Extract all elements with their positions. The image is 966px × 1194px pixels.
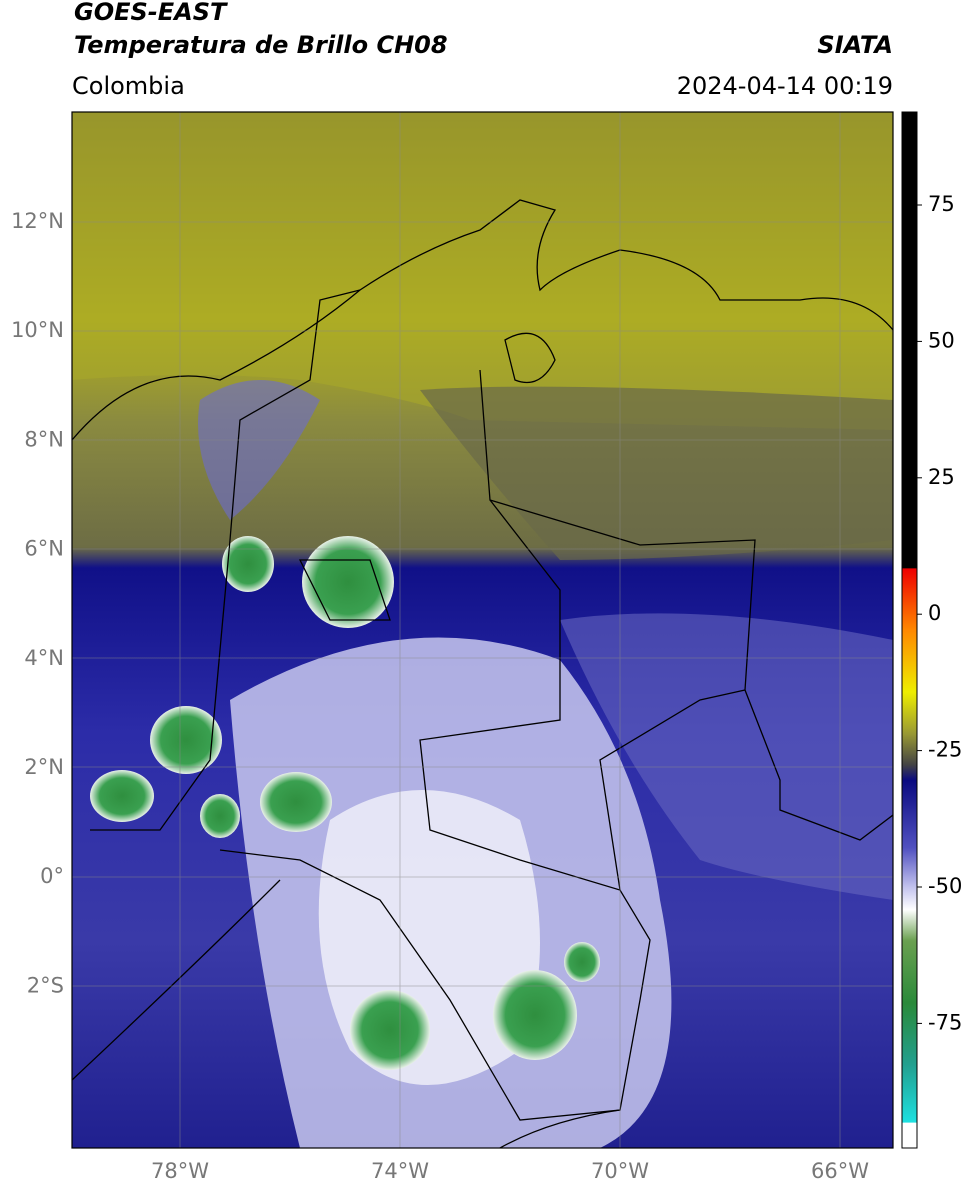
lon-tick-label: 70°W	[591, 1159, 649, 1183]
source: GOES-EAST	[74, 0, 228, 26]
lon-tick-label: 78°W	[151, 1159, 209, 1183]
map-frame	[71, 111, 894, 1149]
datetime: 2024-04-14 00:19	[677, 72, 893, 100]
lat-tick-label: 4°N	[24, 646, 64, 670]
region: Colombia	[72, 72, 185, 100]
colorbar-tick-label: -50	[928, 874, 962, 898]
colorbar-tick-label: -25	[928, 738, 962, 762]
colorbar	[901, 111, 918, 1149]
agency: SIATA	[817, 31, 893, 59]
lon-tick-label: 74°W	[371, 1159, 429, 1183]
colorbar-tick-label: 75	[928, 192, 955, 216]
lat-tick-label: 6°N	[24, 537, 64, 561]
lat-tick-label: 8°N	[24, 427, 64, 451]
colorbar-tick-label: 50	[928, 328, 955, 352]
product: Temperatura de Brillo CH08	[74, 31, 448, 59]
satellite-image	[72, 112, 893, 1148]
lon-tick-label: 66°W	[811, 1159, 869, 1183]
lat-tick-label: 12°N	[11, 209, 64, 233]
lat-tick-label: 0°	[40, 864, 64, 888]
lat-tick-label: 2°S	[27, 973, 64, 997]
lat-tick-label: 10°N	[11, 318, 64, 342]
colorbar-tick-label: -75	[928, 1010, 962, 1034]
colorbar-tick-label: 0	[928, 601, 941, 625]
colorbar-tick-label: 25	[928, 465, 955, 489]
lat-tick-label: 2°N	[24, 755, 64, 779]
